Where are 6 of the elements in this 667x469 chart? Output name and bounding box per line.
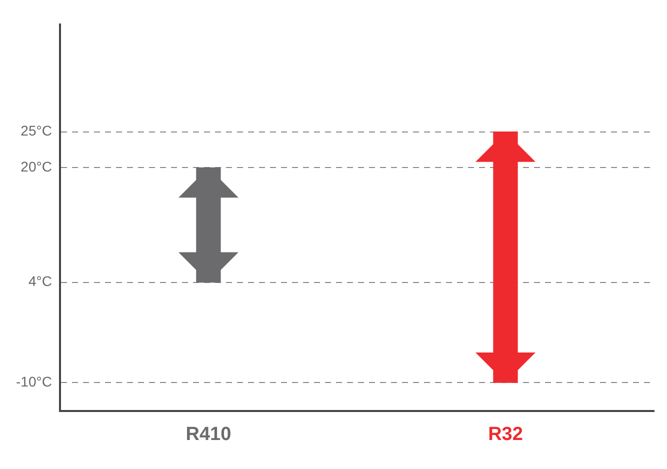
x-tick-label: R410 <box>186 424 232 445</box>
y-tick-label: 25°C <box>20 122 52 139</box>
x-tick-label: R32 <box>488 424 523 445</box>
y-tick-label: 4°C <box>28 273 52 290</box>
y-tick-label: -10°C <box>16 373 52 390</box>
y-tick-label: 20°C <box>20 158 52 175</box>
